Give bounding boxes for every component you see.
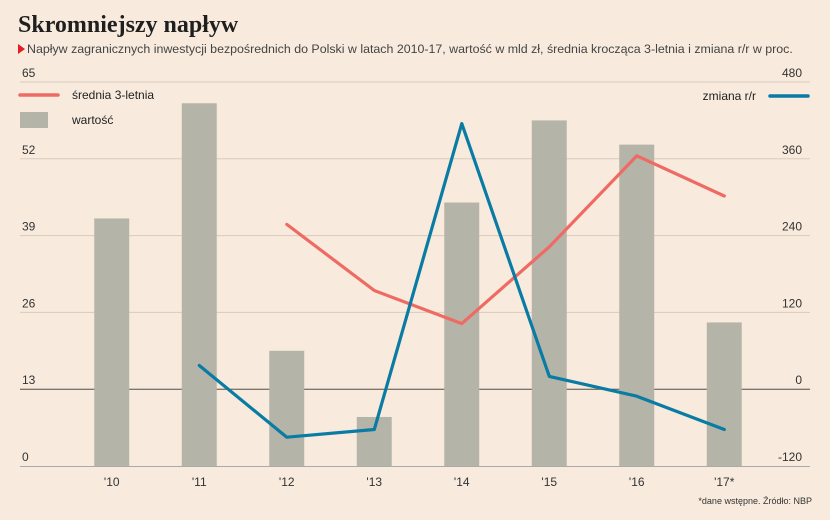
- x-tick-label: '12: [279, 475, 295, 489]
- left-tick-label: 26: [22, 296, 36, 310]
- right-axis: -120 0 120 240 360 480: [778, 66, 802, 464]
- x-tick-label: '13: [366, 475, 382, 489]
- bar: [269, 350, 305, 466]
- x-tick-label: '10: [104, 475, 120, 489]
- bar: [706, 322, 742, 466]
- chart-subtitle: Napływ zagranicznych inwestycji bezpośre…: [18, 42, 793, 56]
- left-tick-label: 52: [22, 143, 36, 157]
- legend-label-avg: średnia 3-letnia: [72, 88, 154, 102]
- triangle-marker-icon: [18, 44, 25, 54]
- legend-label-change: zmiana r/r: [703, 89, 756, 103]
- x-axis: '10 '11 '12 '13 '14 '15 '16 '17*: [104, 475, 735, 489]
- right-tick-label: 0: [795, 373, 802, 387]
- bar: [619, 144, 655, 467]
- chart-title: Skromniejszy napływ: [18, 12, 239, 38]
- subtitle-text: Napływ zagranicznych inwestycji bezpośre…: [27, 42, 793, 56]
- bar: [181, 103, 217, 466]
- right-tick-label: 480: [782, 66, 802, 80]
- x-tick-label: '14: [454, 475, 470, 489]
- left-tick-label: 65: [22, 66, 36, 80]
- bar: [94, 218, 130, 466]
- left-tick-label: 39: [22, 220, 36, 234]
- source-note: *dane wstępne. Źródło: NBP: [698, 496, 812, 506]
- line-series: [197, 122, 726, 439]
- bar-series-wartosc: [94, 103, 742, 467]
- x-tick-label: '16: [629, 475, 645, 489]
- right-tick-label: 240: [782, 220, 802, 234]
- change-line-series: [197, 122, 726, 439]
- left-tick-label: 0: [22, 450, 29, 464]
- bar: [531, 120, 567, 467]
- legend-swatch-bar: [20, 112, 48, 128]
- x-tick-label: '15: [541, 475, 557, 489]
- left-tick-label: 13: [22, 373, 36, 387]
- x-tick-label: '17*: [714, 475, 735, 489]
- left-axis: 0 13 26 39 52 65: [22, 66, 36, 464]
- right-tick-label: 360: [782, 143, 802, 157]
- right-tick-label: -120: [778, 450, 802, 464]
- right-tick-label: 120: [782, 296, 802, 310]
- x-tick-label: '11: [192, 475, 207, 489]
- bar: [444, 202, 480, 467]
- gridlines: [20, 81, 810, 467]
- legend-label-bar: wartość: [71, 113, 113, 127]
- avg-line-series: [285, 154, 726, 326]
- legend: średnia 3-letnia wartość zmiana r/r: [18, 88, 810, 128]
